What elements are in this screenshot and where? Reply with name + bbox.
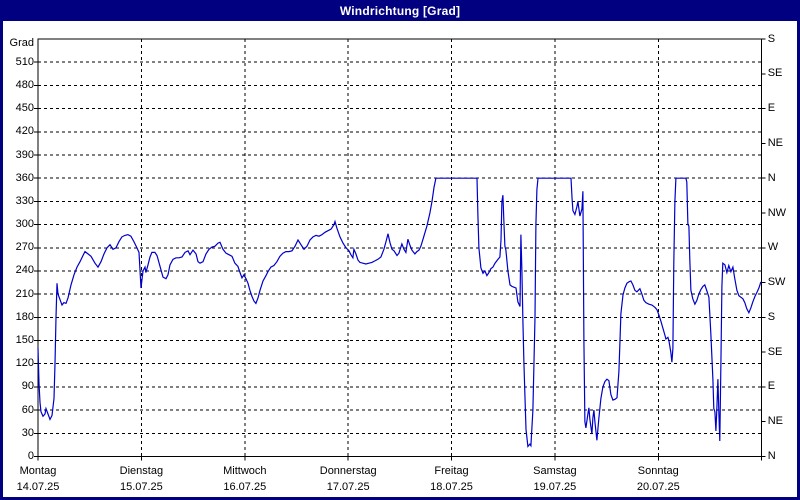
chart-panel [3,21,797,497]
title-bar: Windrichtung [Grad] [0,0,800,21]
window-title: Windrichtung [Grad] [339,3,461,18]
wind-direction-line [37,177,762,448]
